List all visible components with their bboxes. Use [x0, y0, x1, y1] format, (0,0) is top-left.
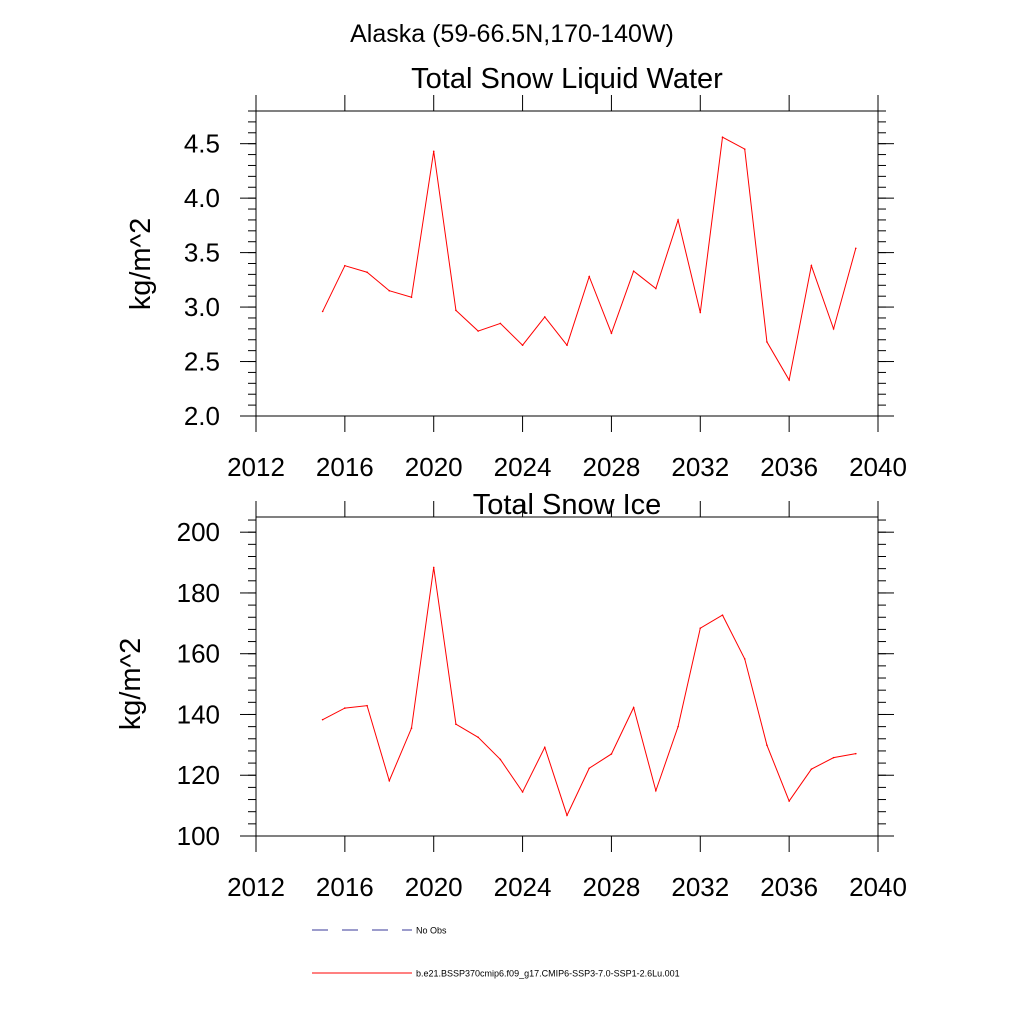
y-tick-label: 120	[177, 760, 220, 790]
data-point	[610, 753, 613, 755]
data-point	[410, 296, 413, 299]
data-point	[344, 707, 346, 709]
data-point	[477, 736, 479, 739]
x-tick-label: 2028	[583, 452, 641, 482]
data-point	[632, 706, 635, 709]
y-tick-label: 3.5	[184, 238, 220, 268]
data-point	[543, 316, 546, 318]
chart-panel-2: 2012 2016 2020 2024 2028 2032 2036 2040 100 120 14…	[115, 489, 907, 902]
x-tick-label: 2028	[583, 872, 641, 902]
x-tick-label: 2012	[227, 872, 285, 902]
data-point	[388, 779, 391, 782]
data-point	[521, 791, 524, 793]
x-tick-label: 2024	[494, 452, 552, 482]
x-tick-label: 2040	[849, 452, 907, 482]
data-point	[321, 310, 324, 313]
x-tick-label: 2012	[227, 452, 285, 482]
y-tick-label: 2.0	[184, 401, 220, 431]
legend: No Obs b.e21.BSSP370cmip6.f09_g17.CMIP6-…	[312, 926, 680, 979]
x-tick-label: 2016	[316, 452, 374, 482]
data-point	[699, 311, 702, 314]
x-tick-label: 2036	[760, 452, 818, 482]
series-line-1	[322, 136, 857, 382]
data-point	[766, 341, 768, 343]
data-point	[588, 767, 591, 770]
data-point	[499, 322, 502, 325]
legend-series-label: b.e21.BSSP370cmip6.f09_g17.CMIP6-SSP3-7.…	[416, 969, 680, 979]
data-point	[721, 136, 724, 138]
data-point	[743, 658, 746, 660]
plot-frame	[255, 516, 879, 837]
data-point	[521, 344, 524, 346]
data-point	[632, 270, 635, 272]
legend-no-obs-label: No Obs	[416, 926, 447, 936]
y-tick-label: 160	[177, 639, 220, 669]
data-point	[344, 264, 346, 267]
chart-title: Total Snow Liquid Water	[411, 63, 723, 95]
data-point	[455, 309, 457, 312]
data-point	[832, 328, 835, 330]
x-tick-label: 2032	[671, 872, 729, 902]
data-point	[366, 704, 368, 707]
data-point	[810, 768, 813, 770]
data-point	[321, 718, 324, 721]
y-tick-label: 2.5	[184, 347, 220, 377]
y-tick-label: 4.0	[184, 183, 220, 213]
data-point	[788, 800, 790, 802]
data-point	[610, 332, 613, 335]
data-point	[677, 219, 679, 221]
data-point	[699, 627, 702, 629]
data-point	[854, 752, 857, 755]
data-point	[410, 727, 413, 729]
data-point	[854, 247, 857, 250]
data-point	[566, 814, 568, 817]
series-line-1	[322, 567, 856, 817]
x-tick-label: 2040	[849, 872, 907, 902]
y-tick-label: 4.5	[184, 129, 220, 159]
data-point	[655, 287, 657, 290]
data-point	[766, 744, 768, 746]
data-point	[566, 344, 568, 346]
data-point	[432, 566, 435, 569]
data-point	[499, 758, 502, 761]
data-point	[655, 789, 657, 792]
figure-suptitle: Alaska (59-66.5N,170-140W)	[350, 20, 674, 48]
y-tick-label: 200	[177, 517, 220, 547]
y-tick-label: 100	[177, 821, 220, 851]
x-tick-label: 2032	[671, 452, 729, 482]
data-point	[677, 725, 679, 728]
data-point	[588, 275, 591, 278]
x-tick-label: 2020	[405, 872, 463, 902]
data-point	[388, 289, 391, 292]
data-point	[810, 264, 813, 267]
data-point	[455, 723, 457, 725]
data-point	[832, 756, 835, 759]
data-point	[432, 150, 435, 153]
data-point	[743, 148, 746, 150]
chart-panel-1: 2012 2016 2020 2024 2028 2032 2036 2040 2.0 2.5 3.…	[125, 63, 907, 482]
y-tick-label: 140	[177, 699, 220, 729]
data-point	[477, 330, 479, 332]
y-tick-label: 180	[177, 578, 220, 608]
data-point	[543, 746, 546, 749]
data-point	[721, 614, 724, 616]
chart-title: Total Snow Ice	[473, 489, 662, 521]
y-tick-label: 3.0	[184, 292, 220, 322]
x-tick-label: 2020	[405, 452, 463, 482]
data-point	[788, 379, 790, 381]
data-point	[366, 271, 368, 274]
plot-frame	[255, 110, 879, 417]
x-tick-label: 2036	[760, 872, 818, 902]
y-axis-label: kg/m^2	[115, 638, 147, 731]
y-axis-label: kg/m^2	[125, 218, 157, 311]
x-tick-label: 2024	[494, 872, 552, 902]
x-tick-label: 2016	[316, 872, 374, 902]
